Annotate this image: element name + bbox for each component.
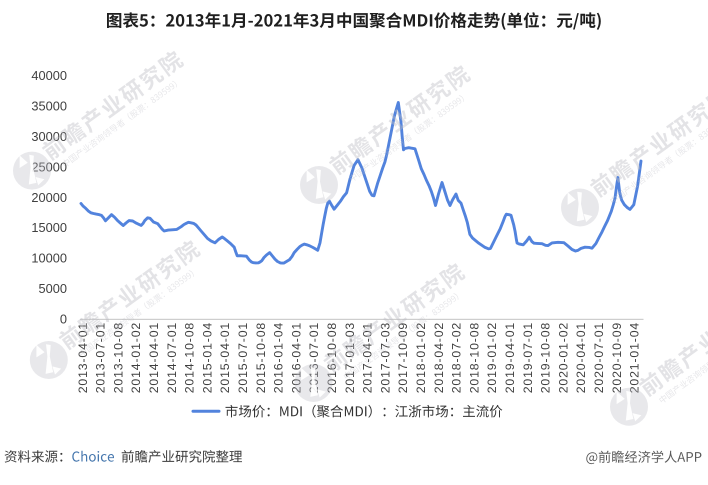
svg-text:2015-01-04: 2015-01-04: [200, 322, 214, 393]
svg-text:2018-10-08: 2018-10-08: [467, 322, 481, 393]
svg-text:2017-01-03: 2017-01-03: [343, 322, 357, 393]
svg-text:20000: 20000: [31, 190, 67, 205]
svg-text:2018-01-02: 2018-01-02: [414, 322, 428, 393]
svg-text:2014-04-01: 2014-04-01: [147, 322, 161, 393]
svg-text:40000: 40000: [31, 68, 67, 83]
svg-text:2013-07-01: 2013-07-01: [94, 322, 108, 393]
svg-text:35000: 35000: [31, 99, 67, 114]
svg-text:2015-04-01: 2015-04-01: [218, 322, 232, 393]
svg-text:0: 0: [60, 312, 67, 327]
svg-text:2020-04-01: 2020-04-01: [574, 322, 588, 393]
svg-text:2014-07-01: 2014-07-01: [165, 322, 179, 393]
svg-text:15000: 15000: [31, 220, 67, 235]
svg-text:2021-01-04: 2021-01-04: [628, 322, 642, 393]
svg-text:2020-01-02: 2020-01-02: [556, 322, 570, 393]
svg-text:2014-10-08: 2014-10-08: [183, 322, 197, 393]
svg-text:2018-04-02: 2018-04-02: [432, 322, 446, 393]
svg-text:10000: 10000: [31, 251, 67, 266]
svg-text:2013-10-08: 2013-10-08: [111, 322, 125, 393]
svg-text:2015-10-08: 2015-10-08: [254, 322, 268, 393]
svg-text:2018-07-02: 2018-07-02: [450, 322, 464, 393]
svg-text:2017-07-03: 2017-07-03: [378, 322, 392, 393]
svg-text:2014-01-02: 2014-01-02: [129, 322, 143, 393]
svg-text:30000: 30000: [31, 129, 67, 144]
svg-text:5000: 5000: [39, 281, 67, 296]
svg-text:2019-04-01: 2019-04-01: [503, 322, 517, 393]
svg-text:2019-01-02: 2019-01-02: [485, 322, 499, 393]
svg-text:2013-04-01: 2013-04-01: [76, 322, 90, 393]
svg-text:2020-10-09: 2020-10-09: [610, 322, 624, 393]
svg-text:2015-07-01: 2015-07-01: [236, 322, 250, 393]
svg-text:2019-10-08: 2019-10-08: [539, 322, 553, 393]
svg-text:2020-07-01: 2020-07-01: [592, 322, 606, 393]
svg-text:2017-10-09: 2017-10-09: [396, 322, 410, 393]
svg-text:2019-07-01: 2019-07-01: [521, 322, 535, 393]
svg-text:2016-01-04: 2016-01-04: [272, 322, 286, 393]
